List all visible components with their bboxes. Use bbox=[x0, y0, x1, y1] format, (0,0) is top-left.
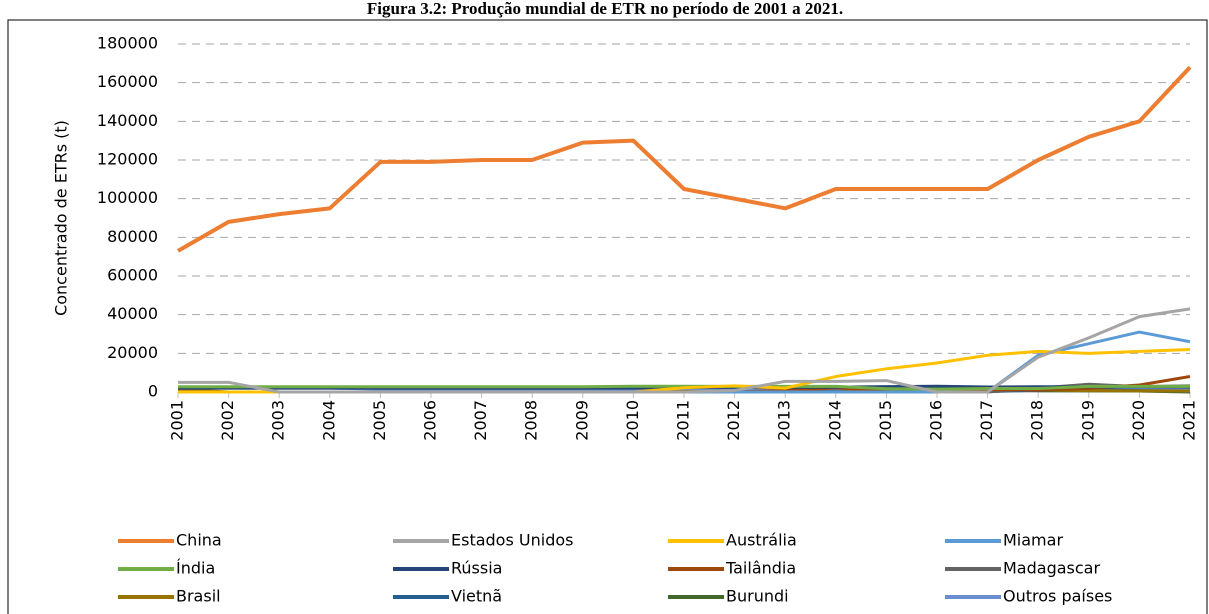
legend-label: Burundi bbox=[726, 587, 789, 606]
x-tick-label: 2013 bbox=[775, 400, 794, 441]
x-tick-label: 2004 bbox=[319, 400, 338, 441]
x-tick-label: 2007 bbox=[471, 400, 490, 441]
legend-label: China bbox=[176, 531, 222, 550]
y-tick-label: 20000 bbox=[107, 343, 158, 362]
x-tick-label: 2021 bbox=[1180, 400, 1199, 441]
chart-title: Figura 3.2: Produção mundial de ETR no p… bbox=[367, 0, 843, 18]
series-line bbox=[178, 384, 1190, 391]
legend-label: Estados Unidos bbox=[451, 531, 573, 550]
legend-label: Vietnã bbox=[451, 587, 502, 606]
legend-label: Austrália bbox=[726, 531, 797, 550]
y-tick-label: 140000 bbox=[97, 111, 158, 130]
y-tick-label: 180000 bbox=[97, 34, 158, 53]
x-tick-label: 2014 bbox=[825, 400, 844, 441]
y-tick-label: 0 bbox=[148, 382, 158, 401]
legend-label: Madagascar bbox=[1003, 559, 1100, 578]
x-tick-label: 2005 bbox=[370, 400, 389, 441]
x-tick-label: 2006 bbox=[421, 400, 440, 441]
legend-label: Rússia bbox=[451, 559, 502, 578]
series-line bbox=[177, 65, 1192, 253]
y-tick-label: 100000 bbox=[97, 188, 158, 207]
x-tick-label: 2003 bbox=[269, 400, 288, 441]
x-tick-label: 2018 bbox=[1028, 400, 1047, 441]
x-tick-label: 2016 bbox=[927, 400, 946, 441]
legend-label: Outros países bbox=[1003, 587, 1112, 606]
x-tick-label: 2012 bbox=[724, 400, 743, 441]
x-tick-label: 2011 bbox=[674, 400, 693, 441]
x-tick-label: 2015 bbox=[876, 400, 895, 441]
legend-label: Miamar bbox=[1003, 531, 1063, 550]
x-tick-label: 2001 bbox=[168, 400, 187, 441]
x-tick-label: 2010 bbox=[623, 400, 642, 441]
x-tick-label: 2009 bbox=[572, 400, 591, 441]
x-tick-label: 2019 bbox=[1078, 400, 1097, 441]
legend-label: Tailândia bbox=[725, 559, 796, 578]
y-tick-label: 40000 bbox=[107, 304, 158, 323]
x-tick-label: 2017 bbox=[977, 400, 996, 441]
x-tick-label: 2008 bbox=[522, 400, 541, 441]
series-line bbox=[178, 307, 1191, 394]
chart-frame bbox=[7, 19, 1208, 614]
y-tick-label: 120000 bbox=[97, 150, 158, 169]
y-tick-label: 160000 bbox=[97, 72, 158, 91]
legend-label: Brasil bbox=[176, 587, 221, 606]
y-axis-label: Concentrado de ETRs (t) bbox=[52, 120, 71, 316]
x-tick-label: 2020 bbox=[1129, 400, 1148, 441]
y-tick-label: 80000 bbox=[107, 227, 158, 246]
x-tick-label: 2002 bbox=[218, 400, 237, 441]
legend-label: Índia bbox=[176, 559, 215, 578]
y-tick-label: 60000 bbox=[107, 266, 158, 285]
